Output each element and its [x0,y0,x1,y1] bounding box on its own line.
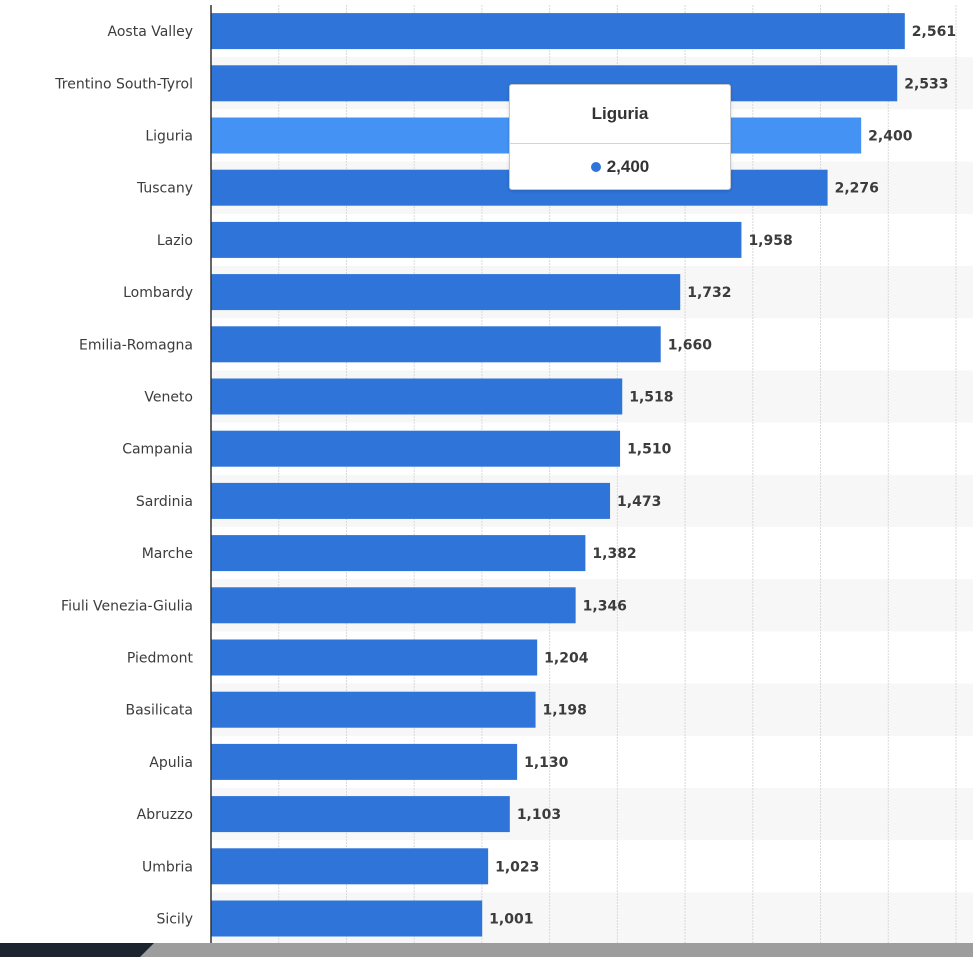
taskbar-segment-cap [140,943,154,957]
bar-apulia[interactable] [211,743,518,780]
value-label: 1,518 [629,390,673,406]
category-label: Trentino South-Tyrol [54,76,193,92]
value-label: 1,346 [583,598,627,614]
category-label: Marche [142,546,193,562]
value-label: 2,561 [912,24,956,40]
bar-marche[interactable] [211,535,586,572]
bars [211,13,905,937]
category-label: Sardinia [136,494,193,510]
taskbar-segment [0,943,140,957]
category-label: Liguria [145,129,193,145]
value-label: 1,510 [627,442,672,458]
value-label: 1,204 [544,651,589,667]
tooltip-body: 2,400 [510,144,730,190]
value-label: 1,732 [687,285,731,301]
value-label: 1,103 [517,807,561,823]
value-label: 1,198 [543,703,587,719]
series-dot-icon [590,162,601,172]
tooltip-value: 2,400 [606,157,650,176]
tooltip-title: Liguria [510,85,730,144]
value-label: 1,023 [495,859,539,875]
category-label: Piedmont [127,651,194,667]
bar-fiuli-venezia-giulia[interactable] [211,587,576,624]
bar-aosta-valley[interactable] [211,13,905,50]
category-label: Apulia [149,755,193,771]
bar-emilia-romagna[interactable] [211,326,661,363]
bar-veneto[interactable] [211,378,623,415]
category-label: Fiuli Venezia-Giulia [61,598,193,614]
value-label: 1,958 [748,233,792,249]
category-label: Umbria [142,859,193,875]
bar-lazio[interactable] [211,221,742,258]
category-label: Emilia-Romagna [79,337,193,353]
category-label: Lombardy [123,285,193,301]
category-label: Lazio [157,233,193,249]
value-label: 1,382 [592,546,636,562]
category-label: Basilicata [126,703,194,719]
category-label: Veneto [144,390,193,406]
bar-piedmont[interactable] [211,639,538,676]
value-label: 1,473 [617,494,661,510]
category-label: Aosta Valley [108,24,193,40]
window-bottom-bar [0,943,973,957]
bar-sardinia[interactable] [211,482,611,519]
value-label: 2,400 [868,129,913,145]
bar-abruzzo[interactable] [211,796,510,833]
category-label: Abruzzo [137,807,193,823]
bar-lombardy[interactable] [211,274,681,311]
category-label: Campania [122,442,193,458]
value-label: 1,130 [524,755,569,771]
category-label: Tuscany [136,181,193,197]
category-label: Sicily [156,912,193,928]
bar-sicily[interactable] [211,900,483,937]
bar-umbria[interactable] [211,848,489,885]
labels: Aosta Valley 2,561 Trentino South-Tyrol 2,5… [54,24,956,927]
value-label: 2,276 [835,181,879,197]
value-label: 1,001 [489,912,533,928]
bar-campania[interactable] [211,430,621,467]
tooltip: Liguria 2,400 [509,84,731,190]
value-label: 1,660 [668,337,713,353]
value-label: 2,533 [904,76,948,92]
bar-basilicata[interactable] [211,691,536,728]
